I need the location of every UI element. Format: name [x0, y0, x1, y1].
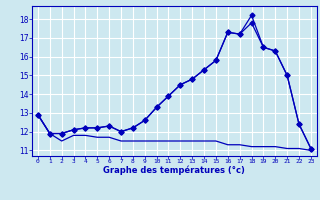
X-axis label: Graphe des températures (°c): Graphe des températures (°c) — [103, 166, 245, 175]
